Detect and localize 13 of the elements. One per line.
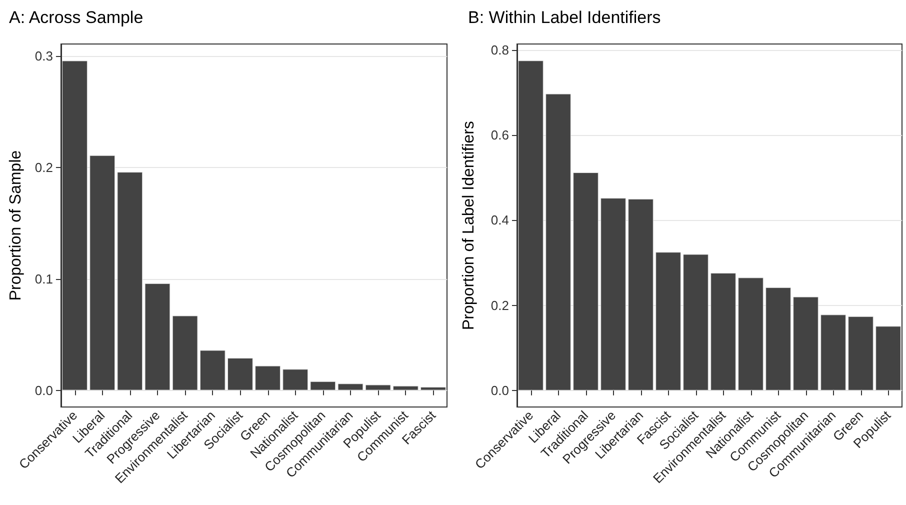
y-tick-label: 0.0 xyxy=(34,382,53,398)
y-tick-label: 0.6 xyxy=(490,128,509,143)
y-axis-title: Proportion of Sample xyxy=(8,150,24,301)
y-tick-label: 0.1 xyxy=(34,271,53,286)
y-tick-label: 0.2 xyxy=(34,160,53,176)
y-tick-label: 0.8 xyxy=(490,42,509,58)
chart-title: B: Within Label Identifiers xyxy=(468,8,661,27)
y-tick-label: 0.4 xyxy=(490,212,509,228)
y-tick-label: 0.2 xyxy=(490,298,509,313)
chart-title: A: Across Sample xyxy=(9,8,144,27)
y-axis-title: Proportion of Label Identifiers xyxy=(460,120,478,330)
y-tick-label: 0.3 xyxy=(34,48,53,64)
y-tick-label: 0.0 xyxy=(490,382,509,398)
